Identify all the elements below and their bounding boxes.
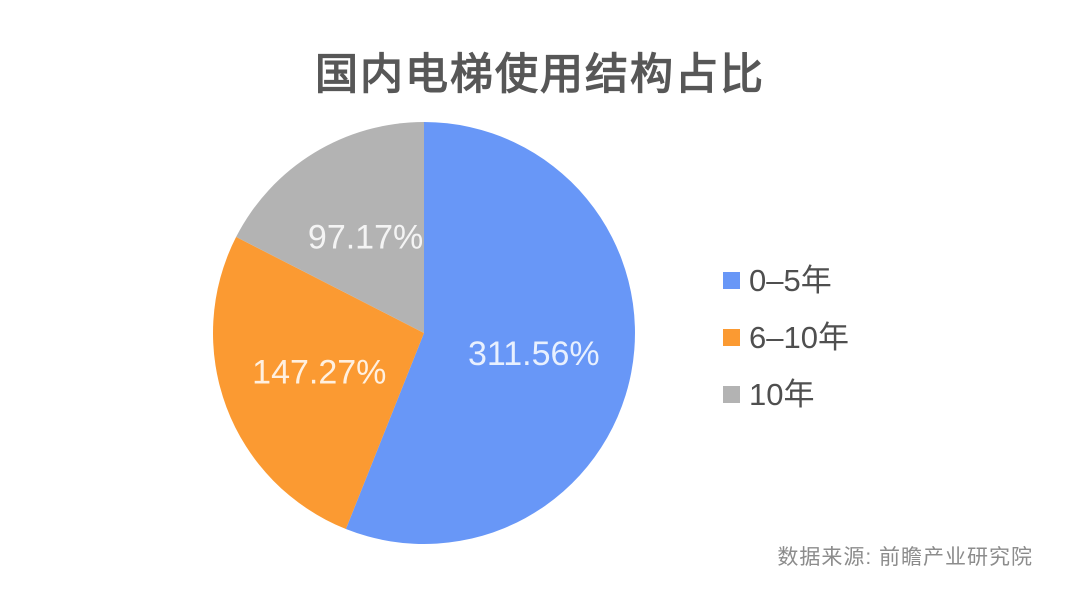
pie-slice-1	[212, 236, 424, 530]
chart-legend: 0–5年 6–10年 10年	[723, 262, 849, 412]
legend-label: 6–10年	[749, 319, 849, 355]
legend-item-1: 6–10年	[723, 319, 849, 355]
legend-item-2: 10年	[723, 376, 849, 412]
pie-slice-2	[236, 122, 424, 333]
legend-marker-icon	[723, 271, 740, 289]
data-source: 数据来源: 前瞻产业研究院	[777, 546, 1033, 569]
chart-title: 国内电梯使用结构占比	[315, 51, 765, 99]
legend-item-0: 0–5年	[723, 262, 849, 298]
legend-label: 10年	[749, 376, 815, 412]
legend-marker-icon	[723, 328, 740, 346]
pie-slice-0	[345, 122, 635, 544]
legend-marker-icon	[723, 385, 740, 403]
pie-slice-label-2: 97.17%	[308, 219, 423, 257]
legend-label: 0–5年	[749, 262, 832, 298]
pie-slice-label-0: 311.56%	[468, 335, 600, 373]
pie-slice-label-1: 147.27%	[252, 353, 386, 391]
